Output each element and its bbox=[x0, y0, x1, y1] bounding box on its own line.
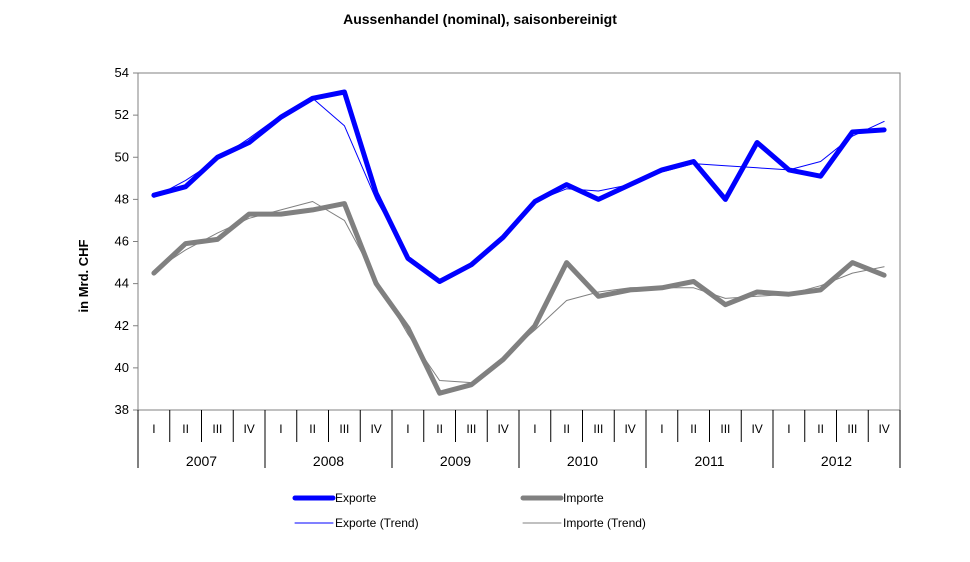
y-axis: 38 40 42 44 46 48 50 52 54 bbox=[115, 65, 138, 417]
plot-area bbox=[137, 72, 901, 411]
year-label: 2007 bbox=[186, 453, 217, 469]
series-line-exporte-trend bbox=[153, 97, 885, 280]
quarter-label: III bbox=[339, 422, 349, 436]
y-tick-label: 38 bbox=[115, 402, 129, 417]
y-tick-label: 46 bbox=[115, 234, 129, 249]
quarter-label: II bbox=[563, 422, 570, 436]
quarter-label: IV bbox=[878, 422, 889, 436]
quarter-label: IV bbox=[624, 422, 635, 436]
legend-label: Exporte bbox=[335, 491, 377, 505]
quarter-label: IV bbox=[497, 422, 508, 436]
y-tick-label: 44 bbox=[115, 276, 129, 291]
quarter-label: IV bbox=[370, 422, 381, 436]
y-axis-label: in Mrd. CHF bbox=[76, 239, 91, 312]
quarter-label: II bbox=[690, 422, 697, 436]
quarter-label: I bbox=[660, 422, 663, 436]
y-tick-label: 54 bbox=[115, 65, 129, 80]
year-label: 2012 bbox=[821, 453, 852, 469]
y-tick-label: 52 bbox=[115, 107, 129, 122]
quarter-label: III bbox=[466, 422, 476, 436]
series-lines bbox=[151, 89, 887, 396]
year-label: 2009 bbox=[440, 453, 471, 469]
series-line-importe-trend bbox=[153, 201, 885, 384]
y-tick-label: 42 bbox=[115, 318, 129, 333]
legend-label: Importe bbox=[563, 491, 604, 505]
y-tick-label: 40 bbox=[115, 360, 129, 375]
quarter-label: III bbox=[720, 422, 730, 436]
quarter-label: I bbox=[279, 422, 282, 436]
y-tick-label: 48 bbox=[115, 191, 129, 206]
year-label: 2010 bbox=[567, 453, 598, 469]
year-label: 2011 bbox=[694, 453, 724, 469]
y-tick-label: 50 bbox=[115, 149, 129, 164]
legend-label: Exporte (Trend) bbox=[335, 516, 419, 530]
quarter-label: III bbox=[847, 422, 857, 436]
quarter-label: I bbox=[787, 422, 790, 436]
year-label: 2008 bbox=[313, 453, 344, 469]
quarter-label: II bbox=[182, 422, 189, 436]
quarter-label: I bbox=[406, 422, 409, 436]
quarter-label: IV bbox=[243, 422, 254, 436]
x-axis: I II III IV I II III IV I II III IV I II III IV I II III IV… bbox=[137, 410, 901, 469]
quarter-label: II bbox=[817, 422, 824, 436]
quarter-label: II bbox=[309, 422, 316, 436]
legend: Exporte Importe Exporte (Trend) Importe (Tr… bbox=[292, 491, 646, 530]
legend-label: Importe (Trend) bbox=[563, 516, 646, 530]
quarter-label: III bbox=[212, 422, 222, 436]
quarter-label: II bbox=[436, 422, 443, 436]
chart-title: Aussenhandel (nominal), saisonbereinigt bbox=[343, 11, 617, 27]
quarter-label: IV bbox=[751, 422, 762, 436]
quarter-label: I bbox=[533, 422, 536, 436]
quarter-label: I bbox=[152, 422, 155, 436]
series-line-importe bbox=[151, 201, 887, 396]
quarter-label: III bbox=[593, 422, 603, 436]
series-line-exporte bbox=[151, 89, 887, 284]
